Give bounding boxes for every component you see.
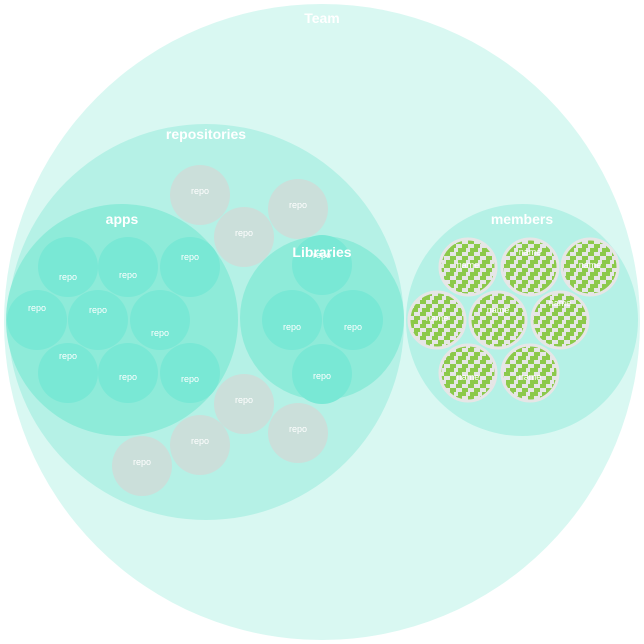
- app-repo-node[interactable]: [38, 343, 98, 403]
- repo-node[interactable]: [214, 207, 274, 267]
- member-avatar-label: name: [519, 372, 542, 382]
- member-avatar[interactable]: [468, 290, 528, 350]
- member-avatar-label: name: [426, 313, 449, 323]
- app-repo-node[interactable]: [7, 290, 67, 350]
- member-avatar-label: name: [519, 247, 542, 257]
- app-repo-node[interactable]: [160, 343, 220, 403]
- repo-node-label: repo: [133, 457, 151, 467]
- app-repo-node-label: repo: [181, 374, 199, 384]
- repo-node[interactable]: [214, 374, 274, 434]
- repo-node-label: repo: [191, 436, 209, 446]
- member-avatar-label: name: [487, 305, 510, 315]
- member-avatar[interactable]: [530, 290, 590, 350]
- repo-node[interactable]: [170, 415, 230, 475]
- library-repo-node-label: repo: [344, 322, 362, 332]
- repo-node-label: repo: [289, 424, 307, 434]
- repo-node[interactable]: [268, 403, 328, 463]
- libraries-circle[interactable]: [240, 236, 404, 400]
- member-avatar[interactable]: [407, 290, 467, 350]
- app-repo-node-label: repo: [151, 328, 169, 338]
- repo-node[interactable]: [268, 179, 328, 239]
- repo-node-label: repo: [235, 395, 253, 405]
- repo-node[interactable]: [112, 436, 172, 496]
- apps-label: apps: [106, 211, 139, 227]
- repo-node-label: repo: [235, 228, 253, 238]
- app-repo-node-label: repo: [119, 372, 137, 382]
- app-repo-node[interactable]: [160, 237, 220, 297]
- member-avatar-label: name: [579, 260, 602, 270]
- libraries-label: Libraries: [292, 244, 351, 260]
- library-repo-node-label: repo: [313, 250, 331, 260]
- app-repo-node[interactable]: [98, 237, 158, 297]
- app-repo-node[interactable]: [98, 343, 158, 403]
- app-repo-node-label: repo: [59, 351, 77, 361]
- member-avatar-label: name: [549, 298, 572, 308]
- member-avatar[interactable]: [438, 237, 498, 297]
- member-avatar[interactable]: [500, 237, 560, 297]
- library-repo-node-label: repo: [283, 322, 301, 332]
- members-label: members: [491, 211, 553, 227]
- member-avatar-label: name: [457, 260, 480, 270]
- member-avatar[interactable]: [560, 237, 620, 297]
- app-repo-node[interactable]: [68, 290, 128, 350]
- member-avatar[interactable]: [500, 343, 560, 403]
- app-repo-node-label: repo: [28, 303, 46, 313]
- app-repo-node[interactable]: [38, 237, 98, 297]
- library-repo-node[interactable]: [292, 235, 352, 295]
- library-repo-node-label: repo: [313, 371, 331, 381]
- repo-node[interactable]: [170, 165, 230, 225]
- library-repo-node[interactable]: [292, 344, 352, 404]
- member-avatar[interactable]: [438, 343, 498, 403]
- repo-node-label: repo: [289, 200, 307, 210]
- team-label: Team: [304, 10, 340, 26]
- app-repo-node-label: repo: [59, 272, 77, 282]
- app-repo-node-label: repo: [181, 252, 199, 262]
- library-repo-node[interactable]: [323, 290, 383, 350]
- repositories-label: repositories: [166, 126, 246, 142]
- member-avatar-label: name: [457, 372, 480, 382]
- repo-node-label: repo: [191, 186, 209, 196]
- app-repo-node[interactable]: [130, 290, 190, 350]
- app-repo-node-label: repo: [119, 270, 137, 280]
- library-repo-node[interactable]: [262, 290, 322, 350]
- app-repo-node-label: repo: [89, 305, 107, 315]
